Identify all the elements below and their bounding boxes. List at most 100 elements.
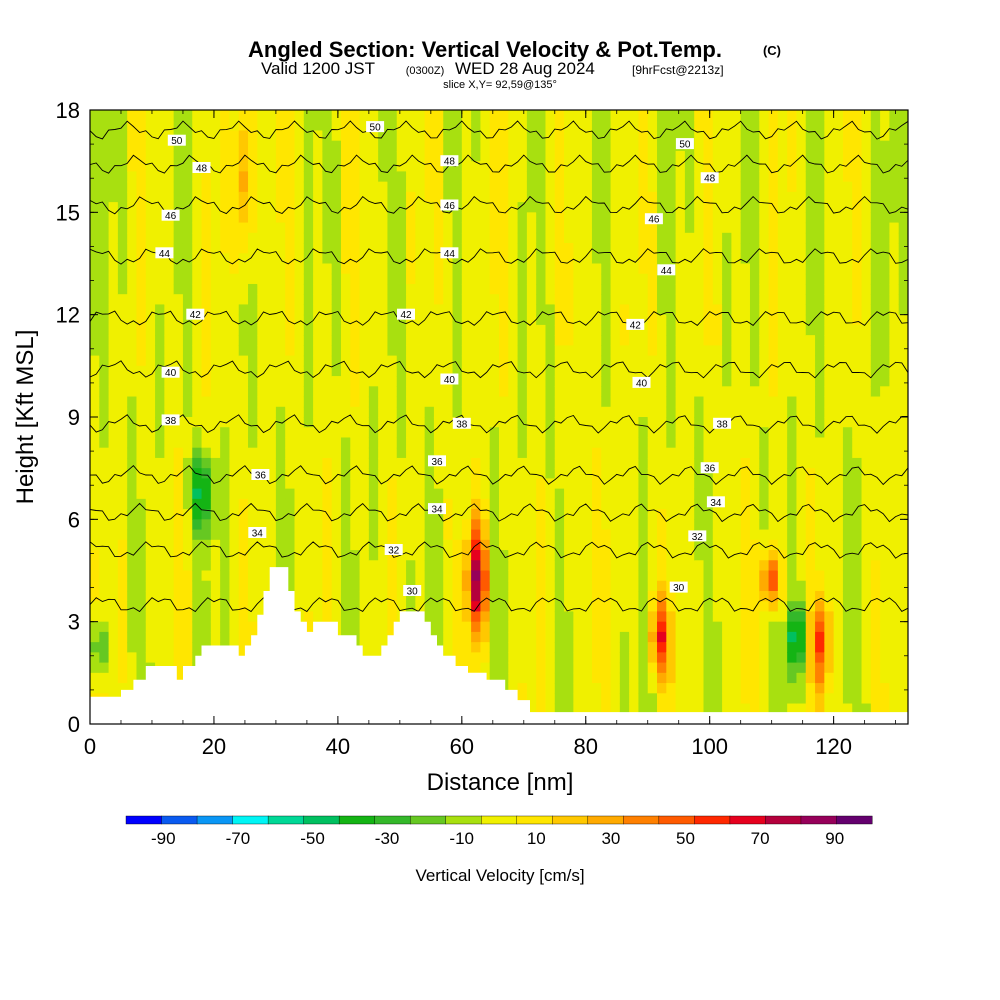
velocity-cell bbox=[768, 171, 779, 183]
velocity-cell bbox=[303, 283, 314, 295]
velocity-cell bbox=[182, 345, 193, 357]
velocity-cell bbox=[331, 519, 342, 531]
velocity-cell bbox=[749, 683, 760, 694]
velocity-cell bbox=[145, 509, 156, 520]
velocity-cell bbox=[796, 478, 807, 490]
velocity-cell bbox=[406, 468, 416, 479]
velocity-cell bbox=[220, 263, 231, 275]
velocity-cell bbox=[108, 601, 119, 613]
velocity-cell bbox=[657, 662, 667, 674]
velocity-cell bbox=[666, 273, 677, 285]
velocity-cell bbox=[210, 120, 221, 132]
velocity-cell bbox=[108, 110, 119, 121]
velocity-cell bbox=[424, 304, 435, 316]
velocity-cell bbox=[117, 161, 128, 172]
velocity-cell bbox=[127, 314, 138, 326]
velocity-cell bbox=[675, 427, 686, 439]
velocity-cell bbox=[508, 642, 519, 653]
velocity-cell bbox=[164, 580, 175, 592]
velocity-cell bbox=[248, 181, 258, 193]
velocity-cell bbox=[749, 263, 760, 275]
velocity-cell bbox=[731, 601, 742, 613]
velocity-cell bbox=[796, 631, 807, 643]
velocity-cell bbox=[387, 294, 398, 306]
velocity-cell bbox=[368, 161, 379, 172]
velocity-cell bbox=[657, 222, 667, 234]
velocity-cell bbox=[833, 478, 844, 490]
velocity-cell bbox=[415, 376, 426, 387]
velocity-cell bbox=[508, 212, 519, 224]
velocity-cell bbox=[275, 478, 286, 490]
velocity-cell bbox=[99, 509, 110, 520]
velocity-cell bbox=[155, 386, 165, 398]
velocity-cell bbox=[210, 406, 221, 418]
velocity-cell bbox=[582, 631, 593, 643]
velocity-cell bbox=[508, 539, 519, 551]
velocity-cell bbox=[229, 468, 240, 479]
velocity-cell bbox=[703, 601, 714, 613]
velocity-cell bbox=[99, 662, 110, 674]
velocity-cell bbox=[443, 396, 454, 408]
velocity-cell bbox=[508, 417, 519, 428]
velocity-cell bbox=[610, 437, 621, 449]
velocity-cell bbox=[833, 263, 844, 275]
velocity-cell bbox=[573, 539, 584, 551]
velocity-cell bbox=[536, 161, 547, 172]
velocity-cell bbox=[350, 519, 361, 531]
velocity-cell bbox=[564, 498, 574, 510]
velocity-cell bbox=[350, 488, 361, 500]
velocity-cell bbox=[127, 396, 138, 408]
velocity-cell bbox=[461, 345, 472, 357]
velocity-cell bbox=[257, 324, 268, 336]
velocity-cell bbox=[852, 376, 863, 387]
velocity-cell bbox=[461, 294, 472, 306]
velocity-cell bbox=[591, 140, 602, 152]
velocity-cell bbox=[415, 304, 426, 316]
velocity-cell bbox=[145, 590, 156, 602]
velocity-cell bbox=[415, 294, 426, 306]
velocity-cell bbox=[815, 283, 825, 295]
velocity-cell bbox=[99, 457, 110, 469]
velocity-cell bbox=[257, 498, 268, 510]
velocity-cell bbox=[601, 550, 612, 561]
velocity-cell bbox=[340, 212, 351, 224]
velocity-cell bbox=[99, 150, 110, 162]
velocity-cell bbox=[145, 365, 156, 377]
velocity-cell bbox=[248, 232, 258, 244]
velocity-cell bbox=[749, 202, 760, 213]
velocity-cell bbox=[201, 447, 212, 459]
velocity-cell bbox=[182, 417, 193, 428]
velocity-cell bbox=[824, 335, 835, 346]
velocity-cell bbox=[591, 243, 602, 254]
velocity-cell bbox=[238, 580, 249, 592]
velocity-cell bbox=[629, 457, 640, 469]
velocity-cell bbox=[833, 468, 844, 479]
velocity-cell bbox=[248, 202, 258, 213]
velocity-cell bbox=[443, 294, 454, 306]
velocity-cell bbox=[573, 509, 584, 520]
velocity-cell bbox=[740, 437, 751, 449]
velocity-cell bbox=[192, 335, 203, 346]
velocity-cell bbox=[452, 427, 463, 439]
velocity-cell bbox=[666, 642, 677, 653]
velocity-cell bbox=[768, 519, 779, 531]
velocity-cell bbox=[378, 580, 389, 592]
velocity-cell bbox=[275, 232, 286, 244]
velocity-cell bbox=[675, 273, 686, 285]
velocity-cell bbox=[787, 150, 798, 162]
velocity-cell bbox=[155, 406, 165, 418]
velocity-cell bbox=[517, 355, 528, 367]
velocity-cell bbox=[610, 488, 621, 500]
velocity-cell bbox=[406, 273, 416, 285]
velocity-cell bbox=[545, 529, 556, 541]
velocity-cell bbox=[675, 232, 686, 244]
velocity-cell bbox=[517, 140, 528, 152]
velocity-cell bbox=[749, 519, 760, 531]
velocity-cell bbox=[629, 273, 640, 285]
velocity-cell bbox=[805, 161, 816, 172]
velocity-cell bbox=[657, 560, 667, 572]
velocity-cell bbox=[359, 130, 370, 142]
velocity-cell bbox=[499, 396, 509, 408]
velocity-cell bbox=[210, 427, 221, 439]
velocity-cell bbox=[684, 580, 695, 592]
